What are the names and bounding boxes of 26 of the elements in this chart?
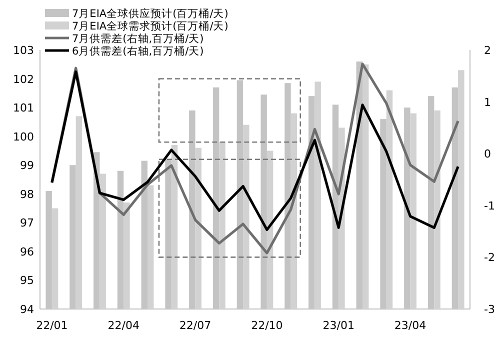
legend-label: 7月供需差(右轴,百万桶/天) <box>72 32 204 45</box>
y-tick-label: 102 <box>13 72 34 86</box>
y-tick-label: 101 <box>13 102 34 115</box>
y-tick-label: 99 <box>20 159 34 172</box>
x-tick-label: 22/07 <box>179 319 212 332</box>
y-tick-label: 97 <box>20 216 34 230</box>
legend-label: 6月供需差(右轴,百万桶/天) <box>72 44 204 58</box>
y-tick-label: 98 <box>20 188 34 201</box>
y-tick-label: 95 <box>20 274 34 288</box>
x-tick-label: 23/04 <box>394 319 426 332</box>
y2-tick-label: 0 <box>484 148 491 161</box>
y-tick-label: 96 <box>20 245 34 258</box>
y-tick-label: 94 <box>20 303 34 316</box>
x-tick-label: 23/01 <box>322 319 354 332</box>
legend-label: 7月EIA全球需求预计(百万桶/天) <box>72 20 228 32</box>
y-tick-label: 100 <box>13 130 34 144</box>
legend-label: 7月EIA全球供应预计(百万桶/天) <box>72 7 228 20</box>
y2-tick-label: 1 <box>484 96 491 109</box>
y-tick-label: 103 <box>13 44 34 57</box>
y2-tick-label: -2 <box>484 251 495 264</box>
y2-tick-label: -1 <box>484 199 495 212</box>
x-tick-label: 22/01 <box>36 319 68 332</box>
y2-tick-label: -3 <box>484 303 495 316</box>
x-tick-label: 22/04 <box>108 319 140 332</box>
y2-tick-label: 2 <box>484 44 491 57</box>
x-tick-label: 22/10 <box>251 319 283 332</box>
